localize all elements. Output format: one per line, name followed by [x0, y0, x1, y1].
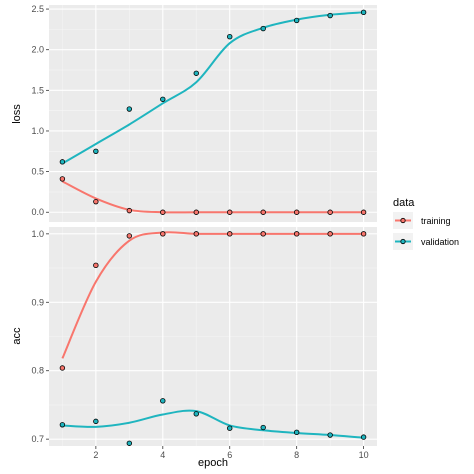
- series-line-training: [61, 231, 364, 359]
- series-line-validation: [62, 409, 364, 439]
- y-tick-label: 2.0: [31, 45, 44, 55]
- data-point-validation: [160, 398, 166, 404]
- data-point-validation: [260, 25, 266, 32]
- legend-label-validation: validation: [421, 237, 459, 247]
- data-point-validation: [93, 148, 99, 154]
- series-line-training: [61, 180, 364, 214]
- data-point-training: [126, 233, 133, 239]
- y-tick-label: 0.5: [31, 167, 44, 177]
- panel-loss: 0.0 0.5 1.0 1.5 2.0 2.5: [31, 4, 377, 222]
- data-point-training: [93, 262, 99, 269]
- y-tick-label: 0.8: [31, 366, 44, 376]
- x-tick-label: 4: [160, 450, 165, 460]
- data-point-training: [193, 231, 199, 237]
- legend-item-training: training: [393, 212, 451, 229]
- data-point-validation: [126, 440, 133, 446]
- panel-acc: 0.7 0.8 0.9 1.0: [31, 227, 377, 446]
- x-tick-label: 10: [359, 450, 369, 460]
- x-tick-label: 6: [227, 450, 232, 460]
- data-point-validation: [193, 70, 199, 76]
- panel-background: [49, 5, 377, 222]
- x-tick-label: 2: [93, 450, 98, 460]
- data-point-validation: [59, 159, 66, 165]
- data-point-training: [360, 231, 367, 237]
- data-point-validation: [327, 432, 333, 438]
- y-axis-title-loss: loss: [11, 104, 23, 124]
- y-tick-label: 0.7: [31, 434, 44, 444]
- data-point-validation: [260, 424, 266, 431]
- data-point-training: [126, 207, 133, 214]
- legend: data training validation: [393, 197, 459, 250]
- data-point-training: [360, 209, 367, 215]
- data-point-training: [193, 209, 199, 215]
- data-point-training: [260, 209, 266, 215]
- panels-layer: 0.0 0.5 1.0 1.5 2.0 2.5 0.7 0.8 0.9 1.0 2 4 6 8 10: [31, 4, 377, 460]
- data-point-training: [227, 209, 233, 215]
- data-point-training: [293, 209, 300, 215]
- legend-point-validation: [400, 238, 406, 245]
- data-point-validation: [293, 429, 300, 436]
- data-point-validation: [59, 422, 66, 428]
- data-point-training: [227, 231, 233, 237]
- y-tick-label: 0.9: [31, 297, 44, 307]
- y-tick-label: 1.5: [31, 85, 44, 95]
- data-point-training: [160, 231, 166, 237]
- data-point-training: [59, 176, 66, 182]
- y-tick-label: 1.0: [31, 126, 44, 136]
- data-point-training: [327, 231, 333, 237]
- data-point-validation: [160, 96, 166, 102]
- data-point-training: [160, 209, 166, 215]
- legend-item-validation: validation: [393, 233, 459, 250]
- y-tick-label: 0.0: [31, 207, 44, 217]
- data-point-training: [293, 231, 300, 237]
- data-point-training: [59, 365, 66, 371]
- data-point-validation: [93, 418, 99, 425]
- data-point-validation: [193, 411, 199, 417]
- data-point-training: [260, 231, 266, 237]
- data-point-validation: [327, 12, 333, 19]
- y-tick-label: 2.5: [31, 4, 44, 14]
- legend-point-training: [400, 217, 406, 224]
- y-tick-label: 1.0: [31, 229, 44, 239]
- x-axis-title: epoch: [198, 457, 228, 469]
- data-point-training: [327, 209, 333, 215]
- x-tick-label: 8: [294, 450, 299, 460]
- legend-title: data: [393, 197, 415, 209]
- data-point-validation: [227, 425, 233, 431]
- data-point-validation: [227, 33, 233, 40]
- legend-label-training: training: [421, 216, 451, 226]
- y-axis-title-acc: acc: [11, 327, 23, 345]
- series-line-validation: [61, 11, 364, 165]
- data-point-validation: [360, 434, 367, 440]
- data-point-validation: [126, 106, 133, 112]
- data-point-training: [93, 198, 99, 205]
- data-point-validation: [360, 9, 367, 16]
- data-point-validation: [293, 17, 300, 24]
